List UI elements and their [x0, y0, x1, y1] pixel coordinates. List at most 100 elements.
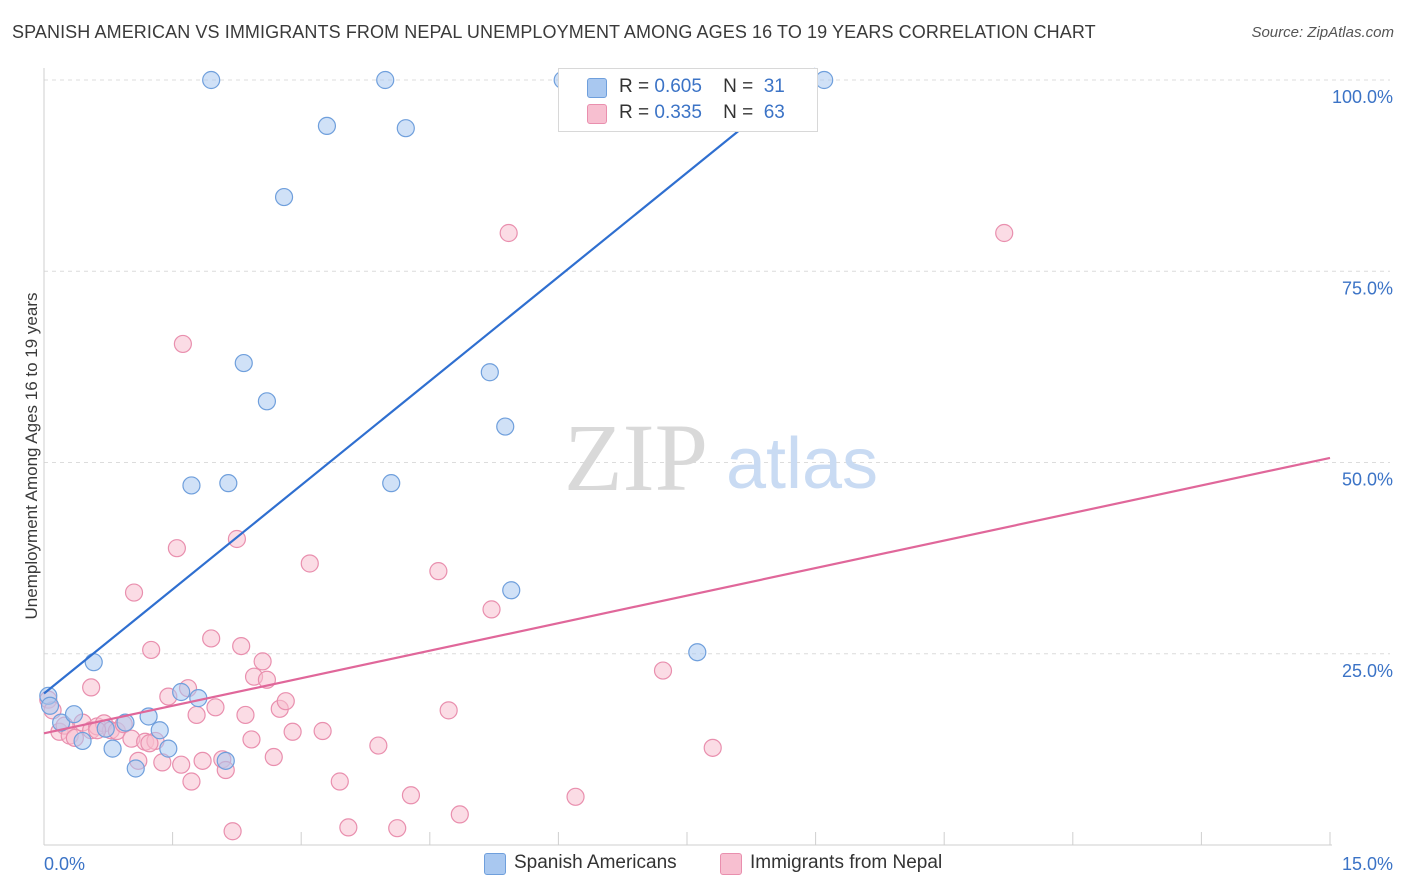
grid-lines	[44, 79, 1390, 655]
point-spanish-americans	[40, 696, 60, 715]
point-spanish-americans	[234, 353, 253, 373]
r-value: 0.335	[654, 102, 702, 123]
axis-labels: 25.0% 50.0% 75.0% 100.0% 0.0% 15.0% Unemployme…	[22, 87, 1393, 874]
source-credit: Source: ZipAtlas.com	[1251, 24, 1394, 41]
point-immigrants-nepal	[450, 805, 469, 824]
point-spanish-americans	[150, 721, 169, 740]
point-spanish-americans	[688, 643, 707, 662]
point-immigrants-nepal	[206, 698, 225, 717]
point-immigrants-nepal	[187, 705, 206, 725]
point-spanish-americans	[382, 474, 401, 493]
y-tick-label: 100.0%	[1332, 87, 1393, 107]
point-immigrants-nepal	[330, 772, 349, 791]
point-spanish-americans	[172, 682, 191, 702]
point-spanish-americans	[480, 363, 499, 382]
point-immigrants-nepal	[499, 223, 518, 243]
point-immigrants-nepal	[429, 562, 448, 581]
point-immigrants-nepal	[313, 721, 332, 741]
point-spanish-americans	[73, 731, 92, 751]
point-immigrants-nepal	[482, 600, 501, 619]
point-immigrants-nepal	[232, 636, 251, 656]
point-immigrants-nepal	[339, 818, 358, 837]
point-spanish-americans	[64, 705, 84, 724]
point-spanish-americans	[103, 739, 122, 758]
trend-line-spanish-americans	[43, 67, 817, 695]
data-points	[39, 70, 1014, 841]
stats-text-spanish: R = 0.605 N = 31	[619, 76, 785, 98]
r-label: R =	[619, 102, 650, 123]
point-immigrants-nepal	[167, 539, 186, 558]
stats-text-nepal: R = 0.335 N = 63	[619, 102, 785, 124]
point-immigrants-nepal	[253, 652, 272, 671]
point-immigrants-nepal	[300, 554, 319, 573]
legend-label-nepal: Immigrants from Nepal	[750, 852, 943, 873]
point-spanish-americans	[396, 119, 415, 138]
n-label: N =	[723, 76, 754, 97]
watermark: ZIP atlas	[564, 404, 878, 511]
point-immigrants-nepal	[236, 705, 255, 725]
point-spanish-americans	[219, 474, 238, 493]
watermark-zip: ZIP	[564, 404, 708, 511]
legend-swatch-spanish	[587, 78, 607, 98]
point-spanish-americans	[376, 70, 395, 90]
point-spanish-americans	[202, 70, 221, 90]
point-spanish-americans	[84, 653, 103, 672]
trend-lines	[43, 67, 1331, 735]
point-immigrants-nepal	[193, 751, 212, 770]
chart-title: SPANISH AMERICAN VS IMMIGRANTS FROM NEPA…	[12, 22, 1096, 42]
point-immigrants-nepal	[124, 583, 144, 602]
y-tick-label: 75.0%	[1342, 278, 1393, 298]
y-axis-label: Unemployment Among Ages 16 to 19 years	[22, 293, 41, 620]
point-spanish-americans	[317, 116, 337, 136]
r-value: 0.605	[654, 76, 702, 97]
point-spanish-americans	[126, 759, 145, 778]
point-immigrants-nepal	[223, 822, 242, 841]
point-immigrants-nepal	[140, 734, 159, 753]
point-spanish-americans	[96, 719, 115, 738]
point-spanish-americans	[52, 713, 71, 732]
point-immigrants-nepal	[388, 819, 407, 838]
watermark-atlas: atlas	[726, 424, 878, 504]
n-value: 31	[763, 76, 785, 97]
point-immigrants-nepal	[283, 722, 302, 741]
point-immigrants-nepal	[173, 334, 192, 354]
point-immigrants-nepal	[653, 661, 673, 680]
legend-swatch-nepal-bottom	[720, 853, 742, 875]
y-tick-label: 50.0%	[1342, 470, 1393, 490]
axes	[43, 68, 1332, 846]
point-spanish-americans	[257, 392, 277, 411]
legend-label-spanish: Spanish Americans	[514, 852, 677, 873]
n-label: N =	[723, 102, 754, 123]
y-tick-label: 25.0%	[1342, 661, 1393, 681]
point-immigrants-nepal	[82, 678, 101, 697]
point-immigrants-nepal	[566, 787, 585, 806]
point-immigrants-nepal	[242, 730, 261, 749]
point-spanish-americans	[159, 739, 178, 758]
n-value: 63	[763, 102, 785, 123]
point-spanish-americans	[274, 187, 294, 207]
x-tick-label-min: 0.0%	[44, 854, 85, 874]
point-spanish-americans	[182, 476, 201, 495]
point-spanish-americans	[502, 581, 521, 600]
x-tick-label-max: 15.0%	[1342, 854, 1393, 874]
point-immigrants-nepal	[439, 701, 458, 720]
point-immigrants-nepal	[142, 640, 161, 660]
point-immigrants-nepal	[369, 736, 388, 755]
point-spanish-americans	[216, 751, 235, 770]
point-immigrants-nepal	[995, 223, 1014, 243]
legend-swatch-nepal	[587, 104, 607, 124]
stats-legend: R = 0.605 N = 31 R = 0.335 N = 63	[558, 68, 818, 132]
point-immigrants-nepal	[703, 738, 722, 757]
point-immigrants-nepal	[182, 772, 201, 791]
point-spanish-americans	[815, 70, 834, 90]
point-immigrants-nepal	[172, 755, 191, 774]
point-immigrants-nepal	[264, 747, 283, 767]
point-immigrants-nepal	[202, 629, 221, 648]
point-immigrants-nepal	[276, 692, 295, 711]
r-label: R =	[619, 76, 650, 97]
legend-swatch-spanish-bottom	[484, 853, 506, 875]
trend-line-immigrants-nepal	[43, 456, 1331, 735]
point-spanish-americans	[496, 417, 515, 436]
point-spanish-americans	[116, 713, 135, 732]
